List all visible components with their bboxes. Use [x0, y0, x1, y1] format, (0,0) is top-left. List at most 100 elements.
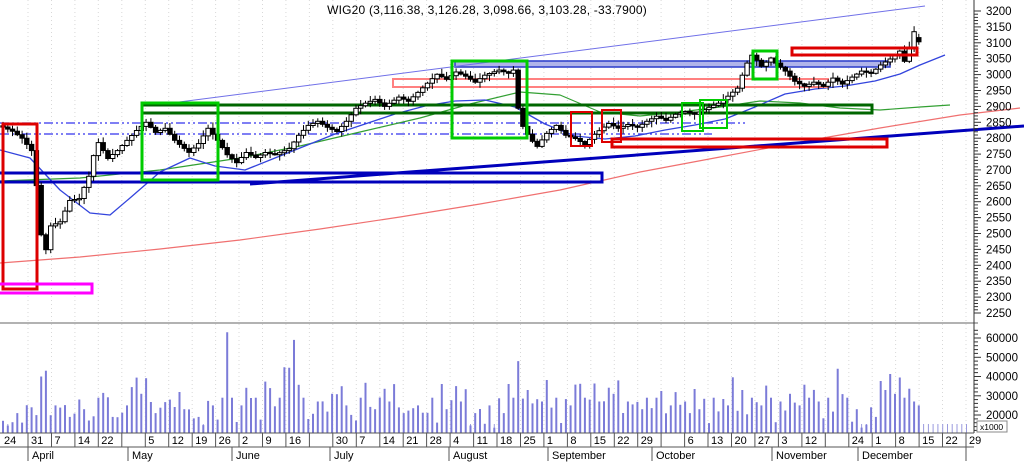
month-label: December — [862, 450, 913, 462]
red-box-april-selloff[interactable] — [1, 122, 39, 291]
svg-text:50000: 50000 — [986, 352, 1018, 364]
month-label: May — [132, 450, 153, 462]
day-tick-label: 22 — [946, 435, 958, 447]
volume-multiplier-badge: x1000 — [976, 420, 1008, 433]
day-tick-label: 29 — [641, 435, 653, 447]
month-label: July — [334, 450, 354, 462]
svg-text:3100: 3100 — [986, 38, 1012, 50]
svg-text:2800: 2800 — [986, 133, 1012, 145]
green-box-rally[interactable] — [751, 49, 779, 81]
day-tick-label: 1 — [547, 435, 553, 447]
svg-text:2300: 2300 — [986, 292, 1012, 304]
svg-text:2550: 2550 — [986, 213, 1012, 225]
darkgreen-level-band[interactable] — [140, 103, 874, 115]
day-tick-label: 27 — [758, 435, 770, 447]
day-tick-label: 29 — [969, 435, 981, 447]
red-box-september-2[interactable] — [601, 109, 622, 143]
svg-text:60000: 60000 — [986, 333, 1018, 345]
day-tick-label: 28 — [430, 435, 442, 447]
day-tick-label: 8 — [570, 435, 576, 447]
day-tick-label: 24 — [852, 435, 864, 447]
day-tick-label: 24 — [4, 435, 16, 447]
day-tick-label: 22 — [101, 435, 113, 447]
day-tick-label: 1 — [875, 435, 881, 447]
green-box-october-1[interactable] — [681, 102, 704, 132]
day-tick-label: 30 — [336, 435, 348, 447]
green-box-october-2[interactable] — [699, 99, 728, 129]
day-tick-label: 15 — [594, 435, 606, 447]
svg-text:2250: 2250 — [986, 308, 1012, 320]
svg-text:20000: 20000 — [986, 410, 1018, 422]
day-tick-label: 13 — [711, 435, 723, 447]
svg-text:3200: 3200 — [986, 6, 1012, 18]
short-ma-line — [0, 54, 946, 216]
date-axis: 24 31 7 14 22 5 12 19 26 2 9 16 30 7 14 21 28 4 11 18 25 1 8 15… — [0, 432, 981, 462]
month-label: October — [656, 450, 695, 462]
day-tick-label: 2 — [242, 435, 248, 447]
candle-series[interactable] — [0, 26, 922, 255]
blue-support-rect[interactable] — [0, 171, 604, 184]
svg-text:3050: 3050 — [986, 54, 1012, 66]
day-tick-label: 11 — [477, 435, 488, 447]
svg-text:3000: 3000 — [986, 70, 1012, 82]
day-tick-label: 26 — [219, 435, 231, 447]
day-tick-label: 12 — [805, 435, 817, 447]
chart-title: WIG20 (3,116.38, 3,126.28, 3,098.66, 3,1… — [327, 3, 647, 17]
day-tick-label: 7 — [359, 435, 365, 447]
svg-text:3150: 3150 — [986, 22, 1012, 34]
long-ma-line — [0, 107, 1021, 264]
green-box-august[interactable] — [450, 59, 529, 140]
day-tick-label: 16 — [289, 435, 301, 447]
day-tick-label: 21 — [406, 435, 418, 447]
svg-text:2900: 2900 — [986, 101, 1012, 113]
annotation-boxes[interactable] — [0, 46, 919, 295]
day-tick-label: 22 — [617, 435, 629, 447]
svg-text:2700: 2700 — [986, 165, 1012, 177]
day-tick-label: 14 — [78, 435, 90, 447]
day-tick-label: 7 — [55, 435, 61, 447]
svg-text:2500: 2500 — [986, 229, 1012, 241]
upper-trendline[interactable] — [147, 5, 926, 107]
red-level-band[interactable] — [610, 137, 889, 149]
svg-text:40000: 40000 — [986, 372, 1018, 384]
day-tick-label: 25 — [524, 435, 536, 447]
magenta-box-low[interactable] — [0, 282, 94, 295]
month-label: September — [552, 450, 606, 462]
gridlines — [27, 0, 967, 433]
day-tick-label: 12 — [172, 435, 184, 447]
svg-text:2400: 2400 — [986, 260, 1012, 272]
day-tick-label: 18 — [500, 435, 512, 447]
svg-text:2350: 2350 — [986, 276, 1012, 288]
svg-text:2950: 2950 — [986, 86, 1012, 98]
svg-text:2850: 2850 — [986, 117, 1012, 129]
day-tick-label: 20 — [735, 435, 747, 447]
day-tick-label: 5 — [148, 435, 154, 447]
thick-rising-trendline[interactable] — [249, 124, 1024, 186]
green-box-may[interactable] — [140, 101, 220, 182]
month-label: November — [776, 450, 827, 462]
day-tick-label: 19 — [195, 435, 207, 447]
svg-text:2600: 2600 — [986, 197, 1012, 209]
svg-text:30000: 30000 — [986, 391, 1018, 403]
svg-text:2750: 2750 — [986, 149, 1012, 161]
day-tick-label: 9 — [266, 435, 272, 447]
day-tick-label: 3 — [781, 435, 787, 447]
svg-text:2450: 2450 — [986, 244, 1012, 256]
day-tick-label: 8 — [899, 435, 905, 447]
red-box-top-resistance[interactable] — [790, 46, 919, 57]
month-label: April — [32, 450, 54, 462]
day-tick-label: 6 — [688, 435, 694, 447]
day-tick-label: 4 — [453, 435, 459, 447]
price-axis: 2250 2300 2350 2400 2450 2500 2550 2600 2650 2700… — [973, 0, 1012, 433]
month-label: August — [453, 450, 487, 462]
red-box-september-1[interactable] — [570, 111, 593, 147]
day-tick-label: 15 — [922, 435, 934, 447]
month-label: June — [236, 450, 260, 462]
svg-text:x1000: x1000 — [980, 422, 1003, 432]
volume-bars[interactable] — [2, 332, 920, 433]
day-tick-label: 31 — [31, 435, 43, 447]
svg-text:2650: 2650 — [986, 181, 1012, 193]
